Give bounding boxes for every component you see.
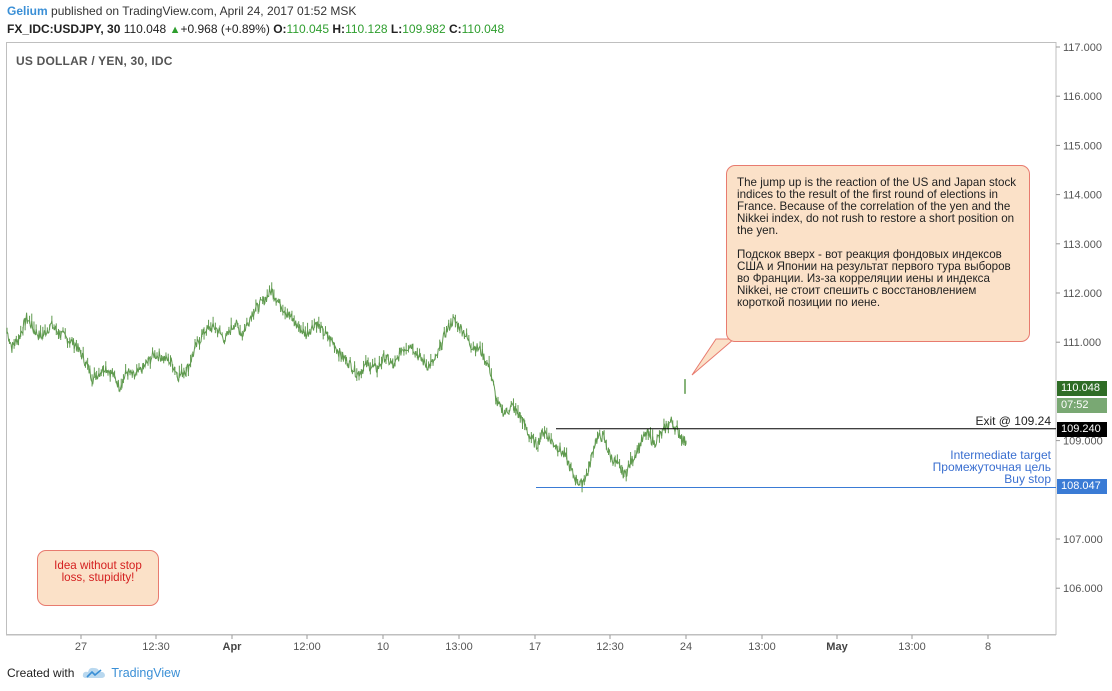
x-tick-label: 13:00: [445, 641, 473, 653]
open-value: 110.045: [286, 22, 330, 36]
y-tick-label: 113.000: [1063, 239, 1102, 251]
x-tick-label: Apr: [223, 641, 243, 653]
callout-pointer: [691, 338, 736, 376]
y-tick-label: 115.000: [1063, 140, 1102, 152]
last-price: 110.048: [123, 22, 167, 36]
y-tick-label: 114.000: [1063, 190, 1102, 202]
x-tick-label: 10: [377, 641, 389, 653]
x-tick-label: 8: [985, 641, 991, 653]
tradingview-brand[interactable]: TradingView: [111, 666, 181, 680]
high-label: H:: [332, 22, 346, 36]
last-price-tag: 110.048: [1057, 381, 1107, 396]
x-tick-label: 13:00: [898, 641, 926, 653]
series-title: US DOLLAR / YEN, 30, IDC: [16, 54, 173, 68]
target-label-ru: Промежуточная цель: [932, 460, 1051, 474]
created-with-text: Created with: [7, 666, 75, 680]
buy-stop-price-tag: 108.047: [1057, 479, 1107, 494]
footer: Created with TradingView: [7, 666, 180, 680]
y-tick-label: 117.000: [1063, 42, 1102, 54]
target-label-en: Intermediate target: [950, 448, 1051, 462]
author-link[interactable]: Gelium: [7, 4, 48, 18]
bar-countdown-tag: 07:52: [1057, 398, 1107, 413]
y-tick-label: 112.000: [1063, 288, 1102, 300]
exit-line-label: Exit @ 109.24: [975, 414, 1051, 428]
note-russian: Подскок вверх - вот реакция фондовых инд…: [737, 248, 1011, 309]
up-arrow-icon: ▲: [169, 24, 181, 36]
callout-note[interactable]: The jump up is the reaction of the US an…: [726, 165, 1030, 342]
published-text: published on TradingView.com, April 24, …: [51, 4, 357, 18]
exit-price-tag: 109.240: [1057, 422, 1107, 437]
x-tick-label: 27: [75, 641, 87, 653]
publish-header: Gelium published on TradingView.com, Apr…: [7, 4, 356, 18]
y-tick-label: 111.000: [1063, 337, 1101, 349]
price-change: +0.968 (+0.89%): [180, 22, 270, 36]
ohlc-header: FX_IDC:USDJPY, 30 110.048 ▲+0.968 (+0.89…: [7, 22, 504, 36]
x-tick-label: 12:30: [596, 641, 624, 653]
x-tick-label: 12:30: [142, 641, 170, 653]
close-label: C:: [448, 22, 462, 36]
open-label: O:: [273, 22, 287, 36]
close-value: 110.048: [461, 22, 505, 36]
low-value: 109.982: [402, 22, 446, 36]
y-tick-label: 116.000: [1063, 91, 1102, 103]
idea-note[interactable]: Idea without stop loss, stupidity!: [37, 550, 159, 606]
x-tick-label: 13:00: [748, 641, 776, 653]
x-tick-label: 24: [680, 641, 692, 653]
y-tick-label: 106.000: [1063, 583, 1103, 595]
x-tick-label: 17: [529, 641, 541, 653]
low-label: L:: [390, 22, 403, 36]
x-tick-label: May: [826, 641, 848, 653]
x-tick-label: 12:00: [293, 641, 321, 653]
high-value: 110.128: [345, 22, 388, 36]
y-tick-label: 107.000: [1063, 534, 1103, 546]
note-english: The jump up is the reaction of the US an…: [737, 176, 1017, 237]
tradingview-logo-icon[interactable]: [82, 666, 106, 680]
target-labels: Intermediate target Промежуточная цель B…: [933, 449, 1051, 485]
usdjpy-series-line: [6, 287, 687, 488]
buy-stop-label: Buy stop: [1004, 472, 1051, 486]
y-tick-label: 109.000: [1063, 436, 1103, 448]
symbol-label: FX_IDC:USDJPY, 30: [7, 22, 121, 36]
